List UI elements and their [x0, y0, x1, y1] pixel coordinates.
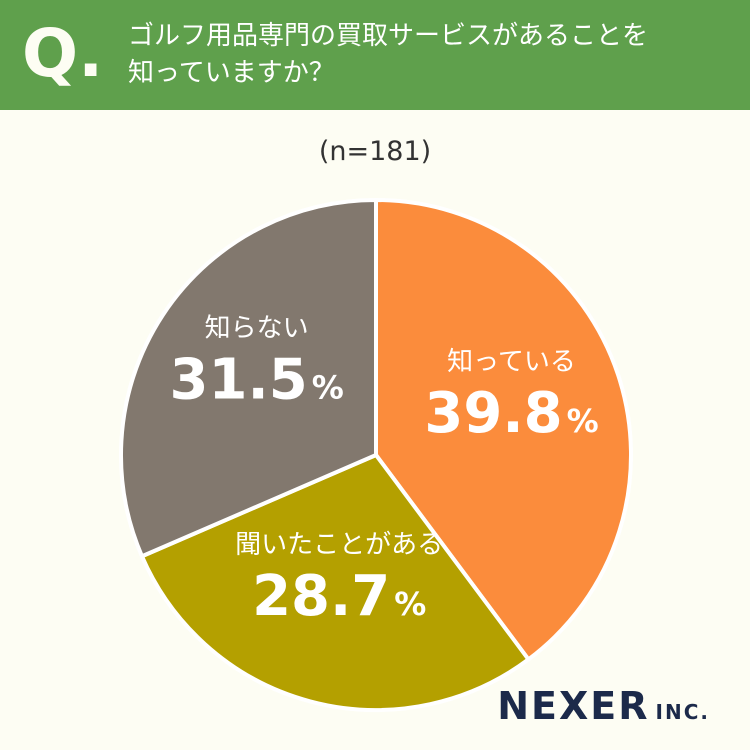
- slice-category-label: 聞いたことがある: [235, 530, 443, 560]
- nexer-logo: NEXER INC.: [497, 684, 710, 728]
- slice-dont-know: [119, 198, 378, 559]
- question-header: Q. ゴルフ用品専門の買取サービスがあることを 知っていますか？: [0, 0, 750, 110]
- logo-sub-text: INC.: [655, 700, 710, 724]
- question-text: ゴルフ用品専門の買取サービスがあることを 知っていますか？: [128, 21, 649, 88]
- slice-value-label: 31.5%: [170, 348, 344, 413]
- slice-value-label: 39.8%: [424, 381, 598, 446]
- sample-size-label: (n=181): [318, 136, 432, 167]
- slice-know: [374, 198, 633, 662]
- logo-main-text: NEXER: [497, 684, 650, 728]
- slice-category-label: 知っている: [447, 347, 576, 377]
- slice-heard-of: [139, 453, 531, 712]
- question-mark-label: Q.: [22, 15, 104, 92]
- slice-category-label: 知らない: [205, 314, 309, 344]
- slice-value-label: 28.7%: [252, 564, 426, 629]
